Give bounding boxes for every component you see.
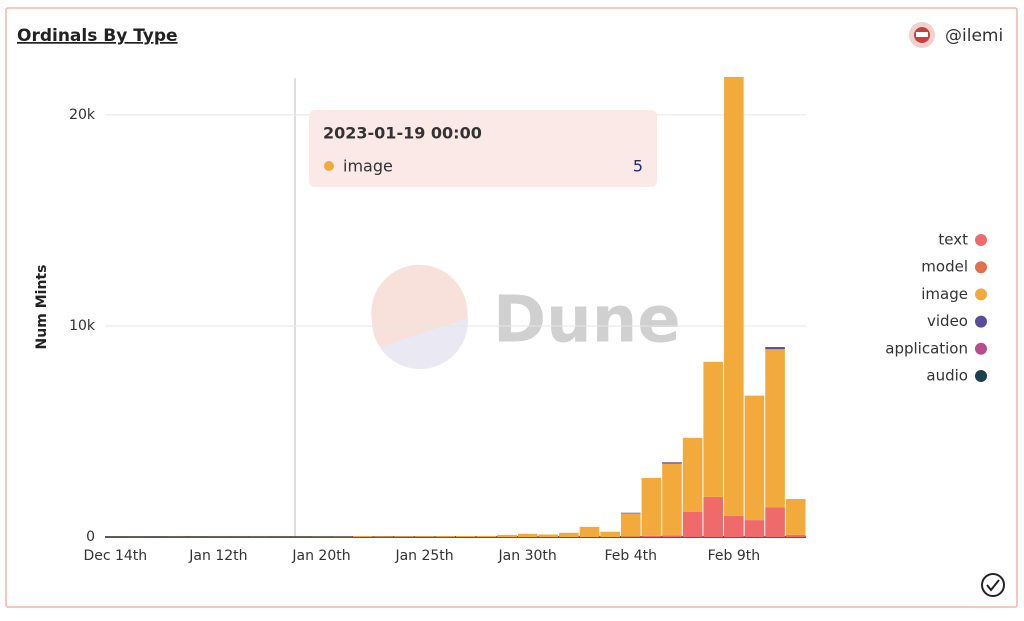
bar — [435, 536, 455, 537]
bar — [518, 534, 538, 537]
tooltip-value: 5 — [633, 157, 643, 176]
bar — [683, 438, 703, 512]
bar — [621, 513, 641, 536]
legend-label: application — [885, 339, 968, 357]
tooltip-title: 2023-01-19 00:00 — [323, 124, 482, 143]
legend-label: model — [921, 258, 968, 276]
bar — [559, 533, 579, 537]
y-axis-label: Num Mints — [34, 265, 50, 350]
bar — [724, 77, 744, 516]
legend-swatch — [975, 234, 987, 246]
bar — [580, 527, 600, 537]
legend-swatch — [975, 343, 987, 355]
bar — [724, 516, 744, 537]
author[interactable]: @ilemi — [945, 26, 1003, 46]
tooltip-series: image — [343, 157, 393, 176]
chart-title[interactable]: Ordinals By Type — [17, 26, 178, 46]
x-tick-label: Feb 4th — [604, 548, 657, 564]
bar — [394, 536, 414, 537]
legend-label: image — [921, 285, 968, 303]
bar — [765, 507, 785, 537]
bar — [600, 532, 620, 537]
bar — [477, 536, 497, 537]
x-tick-label: Dec 14th — [83, 548, 147, 564]
avatar — [909, 22, 935, 48]
bar — [765, 349, 785, 507]
x-tick-label: Jan 20th — [291, 548, 350, 564]
bar — [642, 478, 662, 536]
bar — [662, 464, 682, 536]
legend-label: video — [927, 312, 968, 330]
legend-swatch — [975, 316, 987, 328]
bar — [745, 396, 765, 521]
bar — [703, 497, 723, 537]
legend-label: text — [938, 231, 968, 249]
legend-swatch — [975, 370, 987, 382]
tooltip-dot — [324, 161, 334, 171]
y-tick-label: 0 — [86, 529, 95, 545]
legend-swatch — [975, 261, 987, 273]
bar — [538, 534, 558, 537]
x-tick-label: Jan 25th — [394, 548, 453, 564]
bar — [662, 535, 682, 537]
bar — [497, 535, 517, 537]
x-tick-label: Jan 30th — [498, 548, 557, 564]
x-tick-label: Jan 12th — [188, 548, 247, 564]
bar — [786, 535, 806, 537]
bar — [703, 362, 723, 497]
bar — [415, 536, 435, 537]
bar — [621, 513, 641, 514]
watermark: Dune — [493, 284, 681, 358]
bar — [642, 536, 662, 537]
x-tick-label: Feb 9th — [708, 548, 761, 564]
bar — [662, 462, 682, 463]
bar — [456, 536, 476, 537]
tooltip: 2023-01-19 00:00 image 5 — [309, 110, 657, 187]
y-tick-label: 20k — [69, 107, 96, 123]
bar — [353, 536, 373, 537]
legend-swatch — [975, 288, 987, 300]
bar — [683, 512, 703, 537]
watermark-logo — [371, 265, 468, 369]
bar — [745, 520, 765, 537]
y-tick-label: 10k — [69, 318, 96, 334]
legend-label: audio — [926, 367, 968, 385]
bar — [765, 347, 785, 349]
bar — [786, 499, 806, 535]
